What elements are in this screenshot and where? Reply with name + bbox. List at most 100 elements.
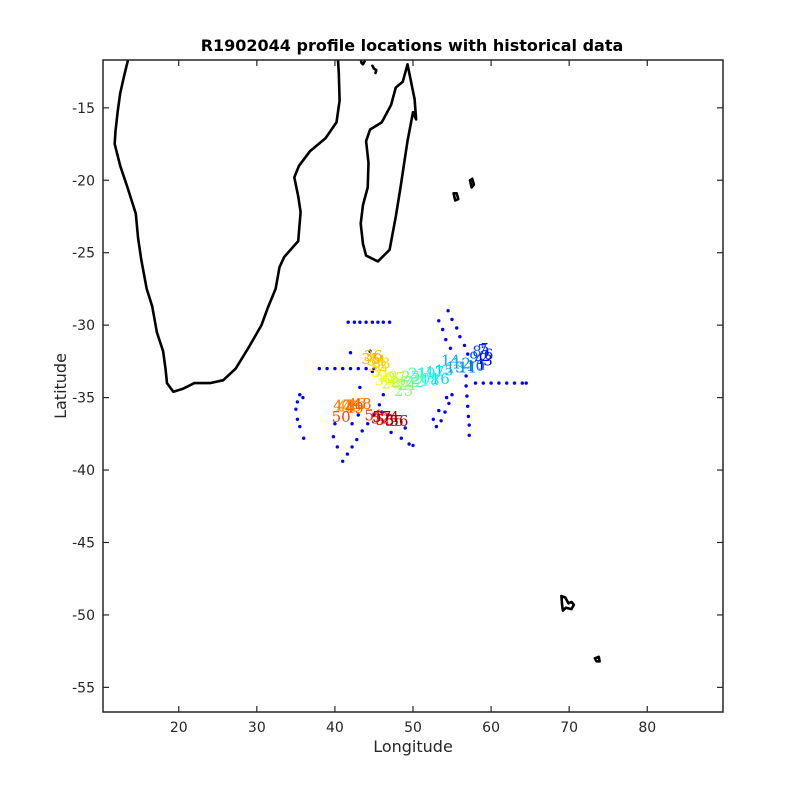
historical-point bbox=[345, 452, 350, 456]
profile-label-45: 45 bbox=[343, 398, 362, 416]
profile-label-44: 44 bbox=[337, 398, 356, 416]
historical-point bbox=[298, 393, 302, 397]
historical-point bbox=[450, 317, 454, 322]
profile-label-5: 5 bbox=[480, 340, 490, 358]
profile-label-10: 10 bbox=[466, 357, 485, 375]
profile-label-22: 22 bbox=[405, 373, 424, 391]
historical-point bbox=[335, 445, 339, 449]
y-axis-label: Latitude bbox=[51, 353, 70, 419]
historical-point bbox=[441, 327, 445, 332]
historical-point bbox=[524, 381, 528, 385]
x-tick-label: 20 bbox=[170, 720, 188, 736]
historical-point bbox=[333, 366, 337, 371]
profile-label-36: 36 bbox=[364, 347, 383, 365]
profile-label-26: 26 bbox=[390, 373, 409, 391]
profile-label-51: 51 bbox=[364, 406, 383, 424]
historical-point bbox=[407, 442, 411, 446]
historical-point bbox=[352, 320, 357, 324]
profile-label-9: 9 bbox=[469, 349, 479, 367]
x-tick-label: 30 bbox=[248, 720, 266, 736]
historical-point bbox=[505, 381, 509, 385]
historical-point bbox=[346, 320, 350, 324]
profile-label-21: 21 bbox=[408, 364, 427, 382]
historical-point bbox=[302, 436, 306, 440]
profile-label-19: 19 bbox=[417, 364, 436, 382]
historical-point bbox=[462, 343, 467, 348]
historical-point bbox=[466, 404, 470, 408]
profile-label-32: 32 bbox=[368, 357, 387, 375]
historical-point bbox=[372, 413, 376, 417]
historical-point bbox=[370, 369, 375, 374]
profile-label-16: 16 bbox=[431, 370, 450, 388]
profile-label-12: 12 bbox=[452, 354, 471, 372]
historical-point bbox=[360, 429, 364, 433]
profile-label-7: 7 bbox=[478, 341, 488, 359]
historical-point bbox=[446, 309, 450, 313]
historical-point bbox=[464, 374, 468, 378]
axis-ticks: 20 30 40 50 60 70 80 -15 -20 -25 -30 -35 -40 -45 -50 -5… bbox=[72, 60, 723, 736]
profile-label-4: 4 bbox=[475, 350, 485, 368]
profile-label-52: 52 bbox=[371, 409, 390, 427]
historical-point bbox=[368, 349, 372, 353]
historical-point bbox=[469, 361, 474, 365]
profile-label-35: 35 bbox=[361, 350, 380, 368]
historical-point bbox=[386, 413, 390, 417]
historical-point bbox=[489, 381, 493, 385]
profile-label-31: 31 bbox=[371, 363, 390, 381]
y-tick-label: -35 bbox=[72, 391, 95, 407]
historical-point bbox=[376, 320, 380, 324]
profile-label-55: 55 bbox=[385, 412, 404, 430]
historical-point bbox=[443, 410, 447, 414]
historical-point bbox=[348, 351, 353, 355]
historical-point bbox=[439, 419, 443, 423]
historical-point bbox=[467, 433, 471, 437]
profile-label-54: 54 bbox=[380, 408, 399, 426]
historical-point bbox=[473, 381, 478, 385]
historical-point bbox=[372, 366, 376, 371]
profile-label-8: 8 bbox=[472, 343, 482, 361]
historical-point bbox=[455, 326, 459, 330]
profile-label-13: 13 bbox=[446, 359, 465, 377]
historical-point bbox=[434, 424, 439, 429]
historical-point bbox=[467, 423, 471, 427]
x-tick-label: 50 bbox=[404, 720, 422, 736]
historical-point bbox=[295, 400, 300, 404]
profile-label-25: 25 bbox=[394, 382, 413, 400]
y-tick-label: -20 bbox=[72, 173, 95, 189]
profile-label-2: 2 bbox=[481, 347, 491, 365]
x-tick-label: 40 bbox=[326, 720, 344, 736]
profile-labels-layer: 1234567891011121314151617181920212223242… bbox=[332, 340, 494, 430]
y-tick-label: -30 bbox=[72, 318, 95, 334]
historical-point bbox=[465, 394, 469, 398]
x-tick-label: 80 bbox=[638, 720, 656, 736]
coastline-2 bbox=[452, 192, 460, 202]
historical-point bbox=[444, 395, 449, 400]
historical-point bbox=[294, 407, 298, 411]
profile-label-3: 3 bbox=[483, 351, 493, 369]
historical-point bbox=[350, 422, 354, 426]
y-tick-label: -25 bbox=[72, 246, 95, 262]
historical-point bbox=[381, 393, 385, 397]
x-axis-label: Longitude bbox=[373, 737, 453, 756]
historical-point bbox=[466, 352, 470, 356]
historical-point bbox=[298, 424, 302, 429]
profile-label-14: 14 bbox=[441, 351, 460, 369]
historical-point bbox=[466, 414, 471, 419]
historical-point bbox=[295, 417, 300, 421]
profile-label-17: 17 bbox=[425, 363, 444, 381]
historical-point bbox=[481, 381, 485, 385]
historical-point bbox=[497, 381, 501, 385]
historical-point bbox=[520, 381, 524, 385]
profile-label-24: 24 bbox=[397, 376, 416, 394]
historical-point bbox=[356, 366, 360, 371]
historical-point bbox=[350, 445, 354, 449]
x-tick-label: 70 bbox=[560, 720, 578, 736]
historical-point bbox=[437, 319, 441, 323]
historical-point bbox=[331, 435, 336, 439]
x-tick-label: 60 bbox=[482, 720, 500, 736]
historical-point bbox=[450, 393, 454, 397]
profile-label-23: 23 bbox=[401, 367, 420, 385]
profile-label-48: 48 bbox=[353, 395, 372, 413]
historical-point bbox=[358, 320, 362, 324]
